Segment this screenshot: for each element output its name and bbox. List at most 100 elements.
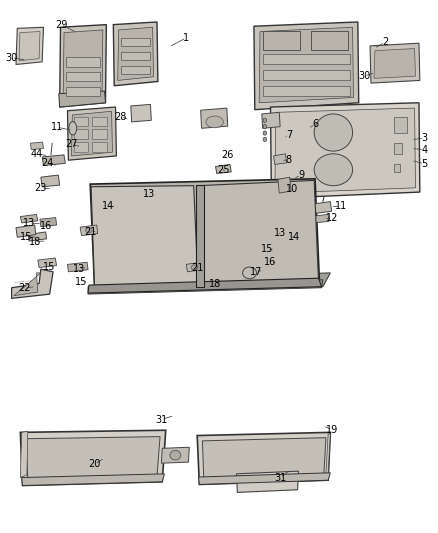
Bar	[121, 66, 150, 74]
Polygon shape	[42, 155, 65, 165]
Polygon shape	[201, 108, 228, 128]
Polygon shape	[30, 142, 43, 150]
Ellipse shape	[69, 122, 77, 135]
Text: 31: 31	[155, 415, 167, 425]
Text: 15: 15	[20, 232, 32, 242]
Polygon shape	[314, 214, 329, 223]
Text: 11: 11	[335, 201, 347, 211]
Ellipse shape	[170, 450, 181, 460]
Text: 16: 16	[265, 257, 277, 266]
Text: 2: 2	[382, 37, 388, 47]
Polygon shape	[237, 471, 298, 492]
Text: 25: 25	[217, 165, 230, 175]
Polygon shape	[12, 269, 53, 298]
Text: 5: 5	[421, 159, 427, 169]
Text: 15: 15	[261, 245, 273, 254]
Text: 14: 14	[102, 201, 114, 211]
Polygon shape	[91, 185, 198, 287]
Polygon shape	[274, 154, 287, 165]
Bar	[66, 87, 100, 96]
Polygon shape	[88, 280, 323, 294]
Text: 19: 19	[326, 425, 339, 435]
Text: 13: 13	[73, 264, 85, 274]
Ellipse shape	[263, 131, 267, 135]
Polygon shape	[268, 228, 284, 237]
Polygon shape	[259, 27, 353, 103]
Ellipse shape	[263, 138, 267, 142]
Ellipse shape	[314, 114, 353, 151]
Bar	[74, 130, 88, 139]
Text: 13: 13	[143, 189, 155, 199]
Polygon shape	[41, 175, 60, 187]
Ellipse shape	[85, 228, 92, 233]
Text: 15: 15	[75, 278, 88, 287]
Text: 24: 24	[41, 158, 53, 168]
Text: 22: 22	[18, 283, 31, 293]
Text: 8: 8	[286, 155, 292, 165]
Bar	[121, 52, 150, 60]
Polygon shape	[20, 430, 166, 486]
Bar	[394, 117, 407, 133]
Polygon shape	[26, 437, 160, 479]
Ellipse shape	[206, 116, 223, 128]
Polygon shape	[28, 232, 46, 241]
Text: 30: 30	[358, 71, 370, 81]
Polygon shape	[275, 108, 416, 193]
Bar	[66, 57, 100, 67]
Text: 21: 21	[191, 263, 203, 273]
Polygon shape	[59, 91, 106, 107]
Polygon shape	[202, 438, 326, 478]
Bar	[121, 38, 150, 46]
Text: 12: 12	[326, 213, 339, 223]
Polygon shape	[281, 232, 297, 241]
Polygon shape	[262, 112, 280, 128]
Ellipse shape	[191, 265, 197, 270]
Polygon shape	[71, 111, 113, 156]
Polygon shape	[326, 434, 330, 473]
Polygon shape	[198, 473, 330, 484]
Text: 14: 14	[288, 232, 300, 242]
Text: 13: 13	[23, 218, 35, 228]
Polygon shape	[88, 278, 321, 293]
Text: 29: 29	[55, 20, 67, 30]
Polygon shape	[90, 273, 330, 293]
Text: 9: 9	[298, 170, 304, 180]
Text: 18: 18	[208, 279, 221, 288]
Bar	[394, 143, 403, 154]
Polygon shape	[20, 431, 28, 478]
Text: 27: 27	[65, 139, 78, 149]
Text: 1: 1	[183, 33, 189, 43]
Text: 4: 4	[421, 144, 427, 155]
Polygon shape	[16, 225, 35, 237]
Bar	[92, 142, 107, 152]
Bar	[263, 54, 350, 64]
Bar	[74, 117, 88, 126]
Polygon shape	[16, 27, 43, 64]
Polygon shape	[19, 31, 40, 61]
Polygon shape	[14, 273, 41, 296]
Polygon shape	[38, 258, 57, 268]
Polygon shape	[198, 180, 318, 285]
Text: 13: 13	[274, 228, 286, 238]
Bar	[263, 86, 350, 96]
Text: 18: 18	[28, 237, 41, 247]
Bar	[311, 31, 348, 50]
Ellipse shape	[314, 154, 353, 185]
Polygon shape	[20, 214, 38, 223]
Polygon shape	[67, 107, 117, 160]
Ellipse shape	[263, 118, 267, 123]
Polygon shape	[118, 27, 153, 80]
Polygon shape	[314, 201, 332, 213]
Text: 26: 26	[222, 150, 234, 160]
Text: 15: 15	[42, 262, 55, 271]
Bar	[66, 72, 100, 82]
Polygon shape	[131, 104, 151, 122]
Bar	[92, 130, 107, 139]
Polygon shape	[370, 43, 420, 83]
Bar	[263, 70, 350, 80]
Polygon shape	[256, 244, 272, 253]
Polygon shape	[80, 225, 98, 236]
Polygon shape	[90, 179, 319, 288]
Polygon shape	[202, 278, 221, 287]
Polygon shape	[63, 30, 103, 102]
